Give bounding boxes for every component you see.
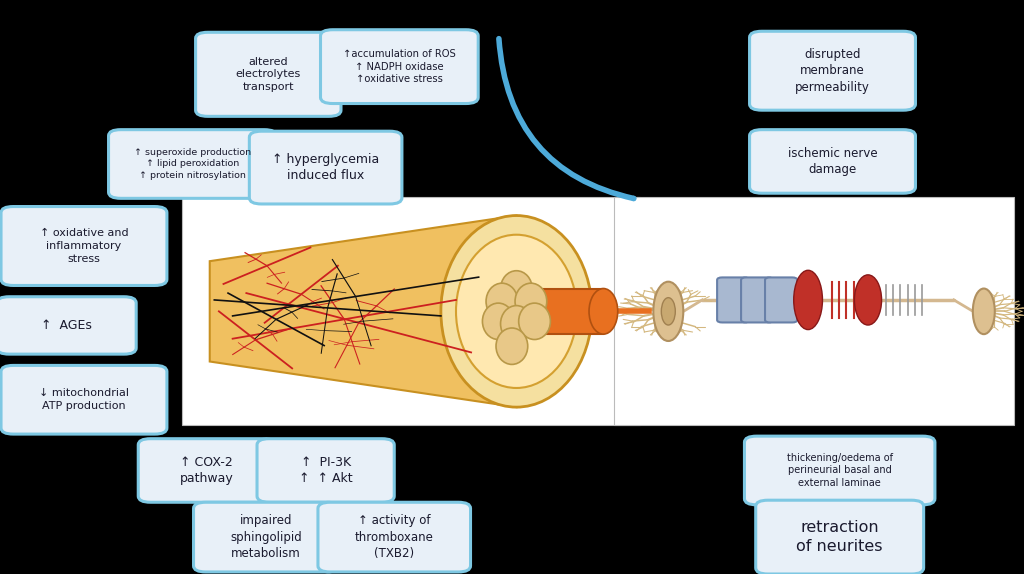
Text: ↑  PI-3K
↑  ↑ Akt: ↑ PI-3K ↑ ↑ Akt — [299, 456, 352, 485]
Text: ↓ mitochondrial
ATP production: ↓ mitochondrial ATP production — [39, 389, 129, 411]
FancyBboxPatch shape — [109, 130, 276, 199]
FancyBboxPatch shape — [0, 297, 136, 354]
FancyBboxPatch shape — [765, 277, 798, 323]
FancyArrowPatch shape — [499, 38, 634, 199]
Text: retraction
of neurites: retraction of neurites — [797, 520, 883, 554]
Ellipse shape — [496, 328, 527, 364]
Text: altered
electrolytes
transport: altered electrolytes transport — [236, 56, 301, 92]
FancyBboxPatch shape — [750, 130, 915, 193]
Text: ↑ hyperglycemia
induced flux: ↑ hyperglycemia induced flux — [272, 153, 379, 183]
Ellipse shape — [441, 216, 592, 407]
FancyBboxPatch shape — [717, 277, 750, 323]
FancyBboxPatch shape — [744, 436, 935, 505]
FancyBboxPatch shape — [317, 502, 471, 572]
FancyBboxPatch shape — [750, 31, 915, 110]
Text: ↑ superoxide production
↑ lipid peroxidation
↑ protein nitrosylation: ↑ superoxide production ↑ lipid peroxida… — [134, 148, 251, 180]
FancyBboxPatch shape — [1, 366, 167, 434]
Bar — [614, 197, 1014, 425]
Text: disrupted
membrane
permeability: disrupted membrane permeability — [795, 48, 870, 94]
Text: ↑accumulation of ROS
↑ NADPH oxidase
↑oxidative stress: ↑accumulation of ROS ↑ NADPH oxidase ↑ox… — [343, 49, 456, 84]
Ellipse shape — [519, 303, 550, 339]
Text: impaired
sphingolipid
metabolism: impaired sphingolipid metabolism — [230, 514, 302, 560]
Text: ↑ oxidative and
inflammatory
stress: ↑ oxidative and inflammatory stress — [40, 228, 128, 264]
Ellipse shape — [589, 289, 617, 334]
Bar — [182, 197, 640, 425]
FancyBboxPatch shape — [194, 502, 339, 572]
FancyBboxPatch shape — [250, 131, 401, 204]
Ellipse shape — [662, 298, 675, 325]
Ellipse shape — [854, 275, 882, 325]
Ellipse shape — [501, 305, 532, 342]
FancyBboxPatch shape — [756, 500, 924, 574]
Ellipse shape — [456, 235, 577, 388]
Ellipse shape — [794, 270, 822, 329]
FancyBboxPatch shape — [196, 32, 341, 117]
Ellipse shape — [653, 282, 683, 341]
FancyBboxPatch shape — [138, 439, 275, 502]
Ellipse shape — [482, 303, 514, 339]
Ellipse shape — [515, 283, 547, 320]
Polygon shape — [210, 216, 516, 407]
FancyBboxPatch shape — [1, 207, 167, 285]
Text: ↑ activity of
thromboxane
(TXB2): ↑ activity of thromboxane (TXB2) — [354, 514, 434, 560]
Ellipse shape — [501, 271, 532, 307]
Text: ↑  AGEs: ↑ AGEs — [41, 319, 92, 332]
Polygon shape — [494, 289, 603, 334]
FancyBboxPatch shape — [321, 30, 478, 103]
Text: ↑ COX-2
pathway: ↑ COX-2 pathway — [180, 456, 233, 485]
FancyBboxPatch shape — [257, 439, 394, 502]
Ellipse shape — [486, 283, 518, 320]
FancyBboxPatch shape — [741, 277, 773, 323]
Text: ischemic nerve
damage: ischemic nerve damage — [787, 147, 878, 176]
Ellipse shape — [973, 289, 994, 334]
Text: thickening/oedema of
perineurial basal and
external laminae: thickening/oedema of perineurial basal a… — [786, 453, 893, 488]
